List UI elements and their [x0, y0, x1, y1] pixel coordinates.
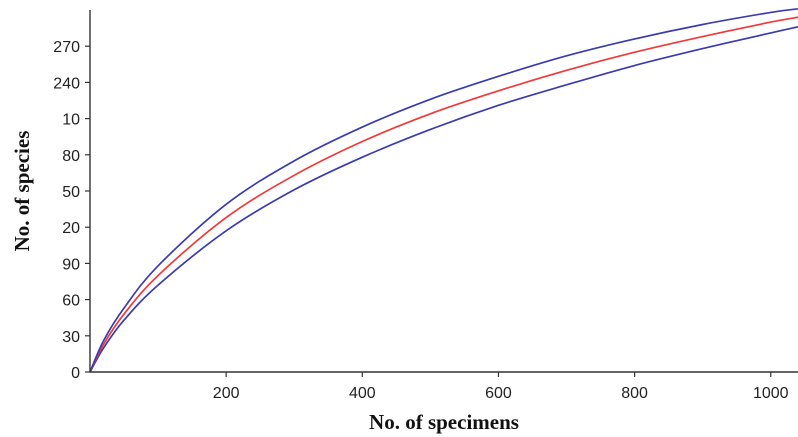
x-tick-label: 200	[213, 385, 240, 402]
series-layer	[89, 7, 798, 373]
y-tick-label: 20	[62, 220, 80, 237]
series-line-3	[89, 7, 798, 373]
y-tick-label: 0	[71, 365, 80, 382]
y-tick-label: 60	[62, 293, 80, 310]
x-tick-label: 1000	[753, 385, 789, 402]
y-tick-label: 80	[62, 148, 80, 165]
y-tick-label: 90	[62, 256, 80, 273]
series-line-1	[89, 26, 798, 373]
y-tick-label: 10	[62, 112, 80, 129]
x-tick-label: 600	[485, 385, 512, 402]
tick-layer: 0 30 60 90 20 50 80 10 240 270 200 400 600 800 1000	[53, 39, 788, 402]
y-tick-label: 50	[62, 184, 80, 201]
y-tick-label: 270	[53, 39, 80, 56]
y-tick-label: 240	[53, 75, 80, 92]
x-tick-label: 800	[621, 385, 648, 402]
series-line-2	[89, 16, 798, 373]
y-tick-label: 30	[62, 329, 80, 346]
y-axis-title: No. of species	[10, 131, 34, 252]
x-axis-title: No. of specimens	[369, 410, 519, 434]
x-tick-label: 400	[349, 385, 376, 402]
